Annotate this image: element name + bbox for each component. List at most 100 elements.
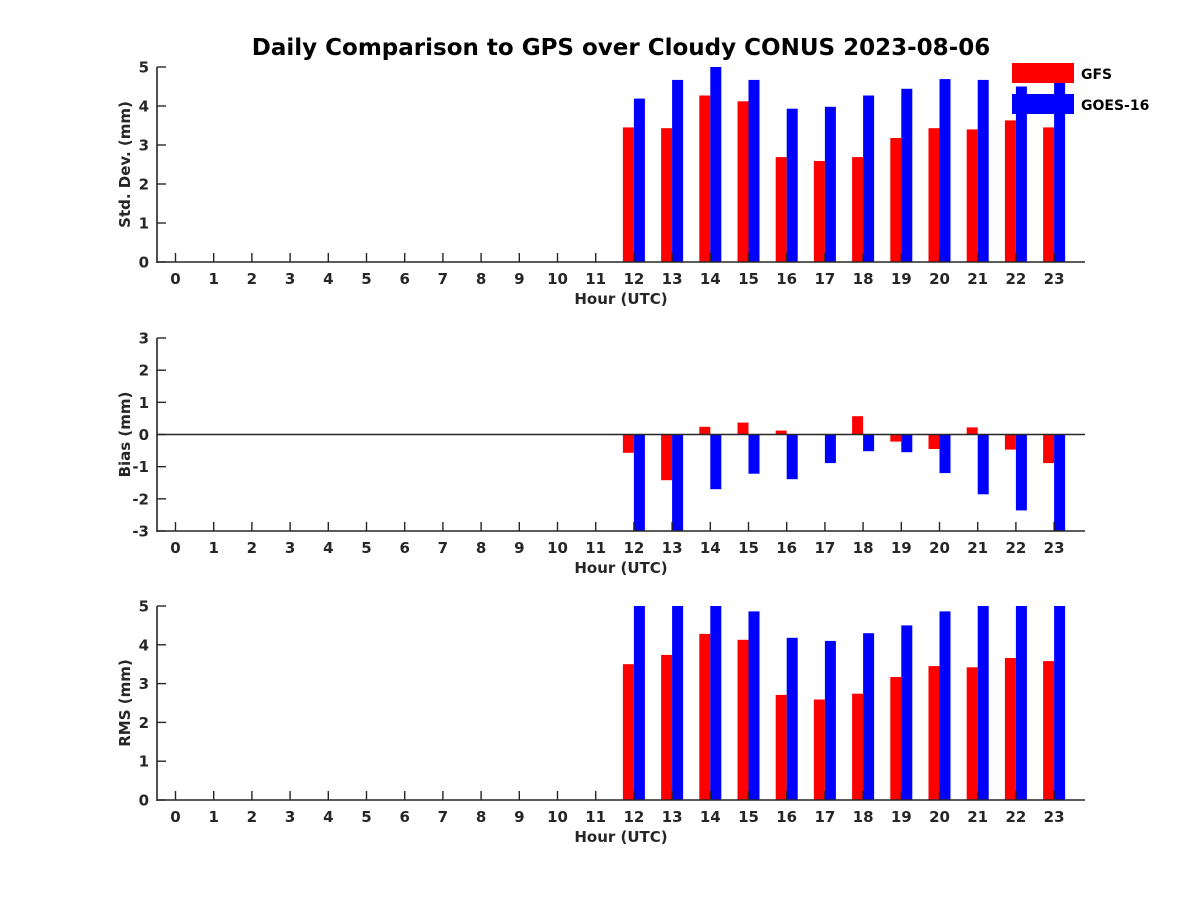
x-tick-label: 17 bbox=[814, 270, 835, 288]
bar-gfs-12 bbox=[622, 127, 634, 263]
legend-swatch-goes-16 bbox=[1012, 94, 1074, 114]
bar-goes-16-16 bbox=[786, 434, 798, 480]
bar-goes-16-21 bbox=[977, 606, 989, 800]
x-tick-label: 8 bbox=[476, 539, 486, 557]
y-tick-label: 3 bbox=[139, 330, 149, 348]
x-tick-label: 13 bbox=[662, 539, 683, 557]
bar-gfs-14 bbox=[699, 633, 711, 800]
x-tick-label: 7 bbox=[438, 539, 448, 557]
bar-gfs-21 bbox=[966, 129, 978, 262]
bar-goes-16-18 bbox=[863, 95, 875, 262]
bar-goes-16-13 bbox=[672, 79, 684, 263]
bar-gfs-16 bbox=[775, 157, 787, 262]
x-tick-label: 16 bbox=[776, 270, 797, 288]
chart-title: Daily Comparison to GPS over Cloudy CONU… bbox=[252, 35, 990, 61]
x-tick-label: 20 bbox=[929, 808, 950, 826]
x-tick-label: 1 bbox=[208, 539, 218, 557]
x-tick-label: 0 bbox=[170, 808, 180, 826]
bar-goes-16-21 bbox=[977, 79, 989, 263]
bar-gfs-13 bbox=[661, 434, 673, 481]
bar-gfs-18 bbox=[852, 157, 864, 262]
x-tick-label: 1 bbox=[208, 808, 218, 826]
bar-goes-16-17 bbox=[824, 106, 836, 262]
bar-gfs-23 bbox=[1043, 127, 1055, 263]
bar-gfs-15 bbox=[737, 422, 749, 435]
bar-gfs-16 bbox=[775, 430, 787, 435]
x-tick-label: 4 bbox=[323, 808, 333, 826]
x-tick-label: 14 bbox=[700, 808, 721, 826]
x-tick-label: 12 bbox=[623, 808, 644, 826]
x-tick-label: 16 bbox=[776, 539, 797, 557]
y-tick-label: -2 bbox=[132, 490, 149, 508]
bar-goes-16-12 bbox=[633, 98, 645, 262]
x-tick-label: 4 bbox=[323, 539, 333, 557]
x-tick-label: 19 bbox=[891, 808, 912, 826]
x-tick-label: 22 bbox=[1005, 539, 1026, 557]
x-tick-label: 5 bbox=[361, 270, 371, 288]
x-tick-label: 6 bbox=[399, 539, 409, 557]
x-tick-label: 18 bbox=[853, 270, 874, 288]
bar-gfs-17 bbox=[813, 699, 825, 800]
y-tick-label: 3 bbox=[139, 675, 149, 693]
x-axis-label: Hour (UTC) bbox=[574, 828, 667, 846]
bar-gfs-21 bbox=[966, 427, 978, 435]
x-tick-label: 5 bbox=[361, 539, 371, 557]
y-axis-label: RMS (mm) bbox=[116, 659, 134, 746]
x-tick-label: 11 bbox=[585, 270, 606, 288]
x-tick-label: 14 bbox=[700, 270, 721, 288]
y-axis-label: Bias (mm) bbox=[116, 392, 134, 478]
bar-goes-16-14 bbox=[710, 434, 722, 490]
bar-gfs-22 bbox=[1004, 120, 1016, 263]
legend-swatch-gfs bbox=[1012, 63, 1074, 83]
bar-gfs-16 bbox=[775, 694, 787, 800]
bar-goes-16-22 bbox=[1015, 606, 1027, 800]
x-tick-label: 9 bbox=[514, 539, 524, 557]
bar-gfs-21 bbox=[966, 667, 978, 800]
x-tick-label: 0 bbox=[170, 539, 180, 557]
x-tick-label: 10 bbox=[547, 270, 568, 288]
bar-goes-16-23 bbox=[1054, 79, 1066, 263]
x-axis-label: Hour (UTC) bbox=[574, 559, 667, 577]
bar-goes-16-19 bbox=[901, 434, 913, 453]
x-tick-label: 21 bbox=[967, 270, 988, 288]
bar-gfs-17 bbox=[813, 161, 825, 262]
x-tick-label: 18 bbox=[853, 808, 874, 826]
y-tick-label: 1 bbox=[139, 394, 149, 412]
bar-gfs-13 bbox=[661, 128, 673, 262]
x-tick-label: 20 bbox=[929, 539, 950, 557]
x-tick-label: 18 bbox=[853, 539, 874, 557]
bar-goes-16-22 bbox=[1015, 86, 1027, 262]
bar-goes-16-17 bbox=[824, 640, 836, 800]
x-tick-label: 15 bbox=[738, 539, 759, 557]
bar-goes-16-20 bbox=[939, 611, 951, 800]
x-tick-label: 2 bbox=[247, 539, 257, 557]
x-tick-label: 21 bbox=[967, 539, 988, 557]
bar-goes-16-14 bbox=[710, 606, 722, 800]
y-tick-label: -1 bbox=[132, 458, 149, 476]
x-tick-label: 15 bbox=[738, 270, 759, 288]
y-tick-label: 3 bbox=[139, 137, 149, 155]
bar-goes-16-12 bbox=[633, 434, 645, 531]
bar-goes-16-20 bbox=[939, 79, 951, 262]
y-tick-label: 0 bbox=[139, 254, 149, 272]
bar-gfs-15 bbox=[737, 101, 749, 262]
bar-goes-16-18 bbox=[863, 434, 875, 452]
x-tick-label: 14 bbox=[700, 539, 721, 557]
x-tick-label: 13 bbox=[662, 808, 683, 826]
x-tick-label: 20 bbox=[929, 270, 950, 288]
bar-gfs-22 bbox=[1004, 658, 1016, 800]
bar-goes-16-12 bbox=[633, 606, 645, 800]
bar-gfs-20 bbox=[928, 128, 940, 262]
x-tick-label: 2 bbox=[247, 808, 257, 826]
bar-goes-16-14 bbox=[710, 67, 722, 262]
x-tick-label: 16 bbox=[776, 808, 797, 826]
bar-goes-16-19 bbox=[901, 88, 913, 262]
y-axis-label: Std. Dev. (mm) bbox=[116, 101, 134, 228]
y-tick-label: 2 bbox=[139, 362, 149, 380]
x-tick-label: 23 bbox=[1044, 808, 1065, 826]
bar-goes-16-17 bbox=[824, 434, 836, 464]
